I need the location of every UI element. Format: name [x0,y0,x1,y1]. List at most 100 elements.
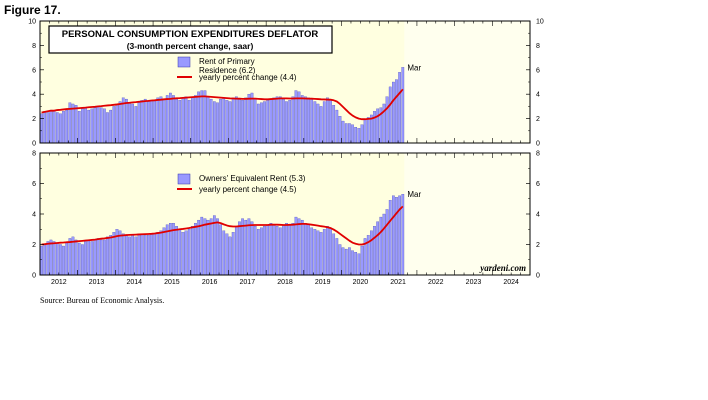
bar [112,232,116,276]
bar [222,97,226,144]
bar [59,113,62,144]
figure-label: Figure 17. [4,3,61,17]
bar [398,72,401,144]
bar [181,232,185,276]
bar [294,216,298,276]
bar [52,241,56,276]
bar [125,98,128,144]
bar [304,223,307,276]
bar [256,103,260,144]
bar [392,195,395,276]
yearly-change-line [41,205,404,246]
bar [197,91,200,144]
bar [231,232,235,276]
bar [55,112,59,144]
title-box [48,25,333,54]
bar [81,108,84,144]
bar [74,239,78,276]
bar [187,229,191,276]
bar [395,79,398,144]
legend-bar-label-line1: Rent of Primary [199,57,255,66]
x-year-label: 2016 [202,279,218,286]
bar [401,67,405,144]
bar [165,95,169,144]
bar [269,98,273,144]
top-panel: 0 0 2 2 4 4 6 6 8 8 10 10 Mar PERSONAL CONSUMPTION EX… [28,19,544,148]
bar [125,235,128,276]
bar [106,112,109,144]
bar [181,97,185,144]
bar [222,230,226,276]
bar [90,108,94,144]
bar [366,117,370,144]
bar [225,233,229,276]
bar [216,102,219,144]
bar [338,116,342,144]
bar [159,230,163,276]
bar [272,97,276,144]
bar [43,244,47,276]
legend-bar-swatch [177,173,191,185]
bar [373,111,376,144]
bar [115,103,119,144]
y-tick-label-left: 8 [32,151,36,158]
legend-bar-swatch [177,56,191,68]
bar [156,232,160,276]
bar [209,218,213,276]
bar [187,100,191,144]
bar [153,233,156,276]
bar [162,98,166,144]
bar [326,226,329,276]
bar [178,100,182,144]
bar [137,233,141,276]
bar [341,120,345,144]
bar [118,230,122,276]
bar [392,81,395,144]
bar [231,97,235,144]
bar [74,105,78,144]
bar [65,109,69,144]
bar [103,108,106,144]
bar [121,97,125,144]
bar [385,209,389,276]
y-tick-label-left: 2 [32,116,36,123]
bar [247,94,251,144]
bar [159,96,163,144]
bar [275,96,279,144]
bar [40,113,43,144]
bar [379,216,383,276]
bar [297,218,301,276]
bar [143,235,147,276]
bar [300,95,304,144]
bar [373,226,376,276]
bar [200,90,204,144]
y-tick-label-left: 6 [32,181,36,188]
bar [247,218,251,276]
bar [332,105,336,144]
y-tick-label-left: 0 [32,141,36,148]
x-year-label: 2018 [277,279,293,286]
bar [99,239,103,276]
x-year-label: 2023 [466,279,482,286]
bar [131,235,135,276]
bar [93,239,97,276]
bar [68,238,72,276]
legend-line-label: yearly percent change (4.4) [199,73,297,82]
bar [194,95,197,144]
bar [241,218,244,276]
bar [212,101,216,144]
bar [319,106,323,144]
bar [313,229,317,276]
bar [90,241,94,276]
bar [329,100,332,144]
bar [190,226,194,276]
bar [348,123,351,144]
bar [84,107,87,144]
bar [219,224,222,276]
bar [40,245,43,276]
bar [46,241,50,276]
x-year-label: 2022 [428,279,444,286]
bar [184,230,188,276]
bar [388,200,392,276]
bar [300,219,304,276]
